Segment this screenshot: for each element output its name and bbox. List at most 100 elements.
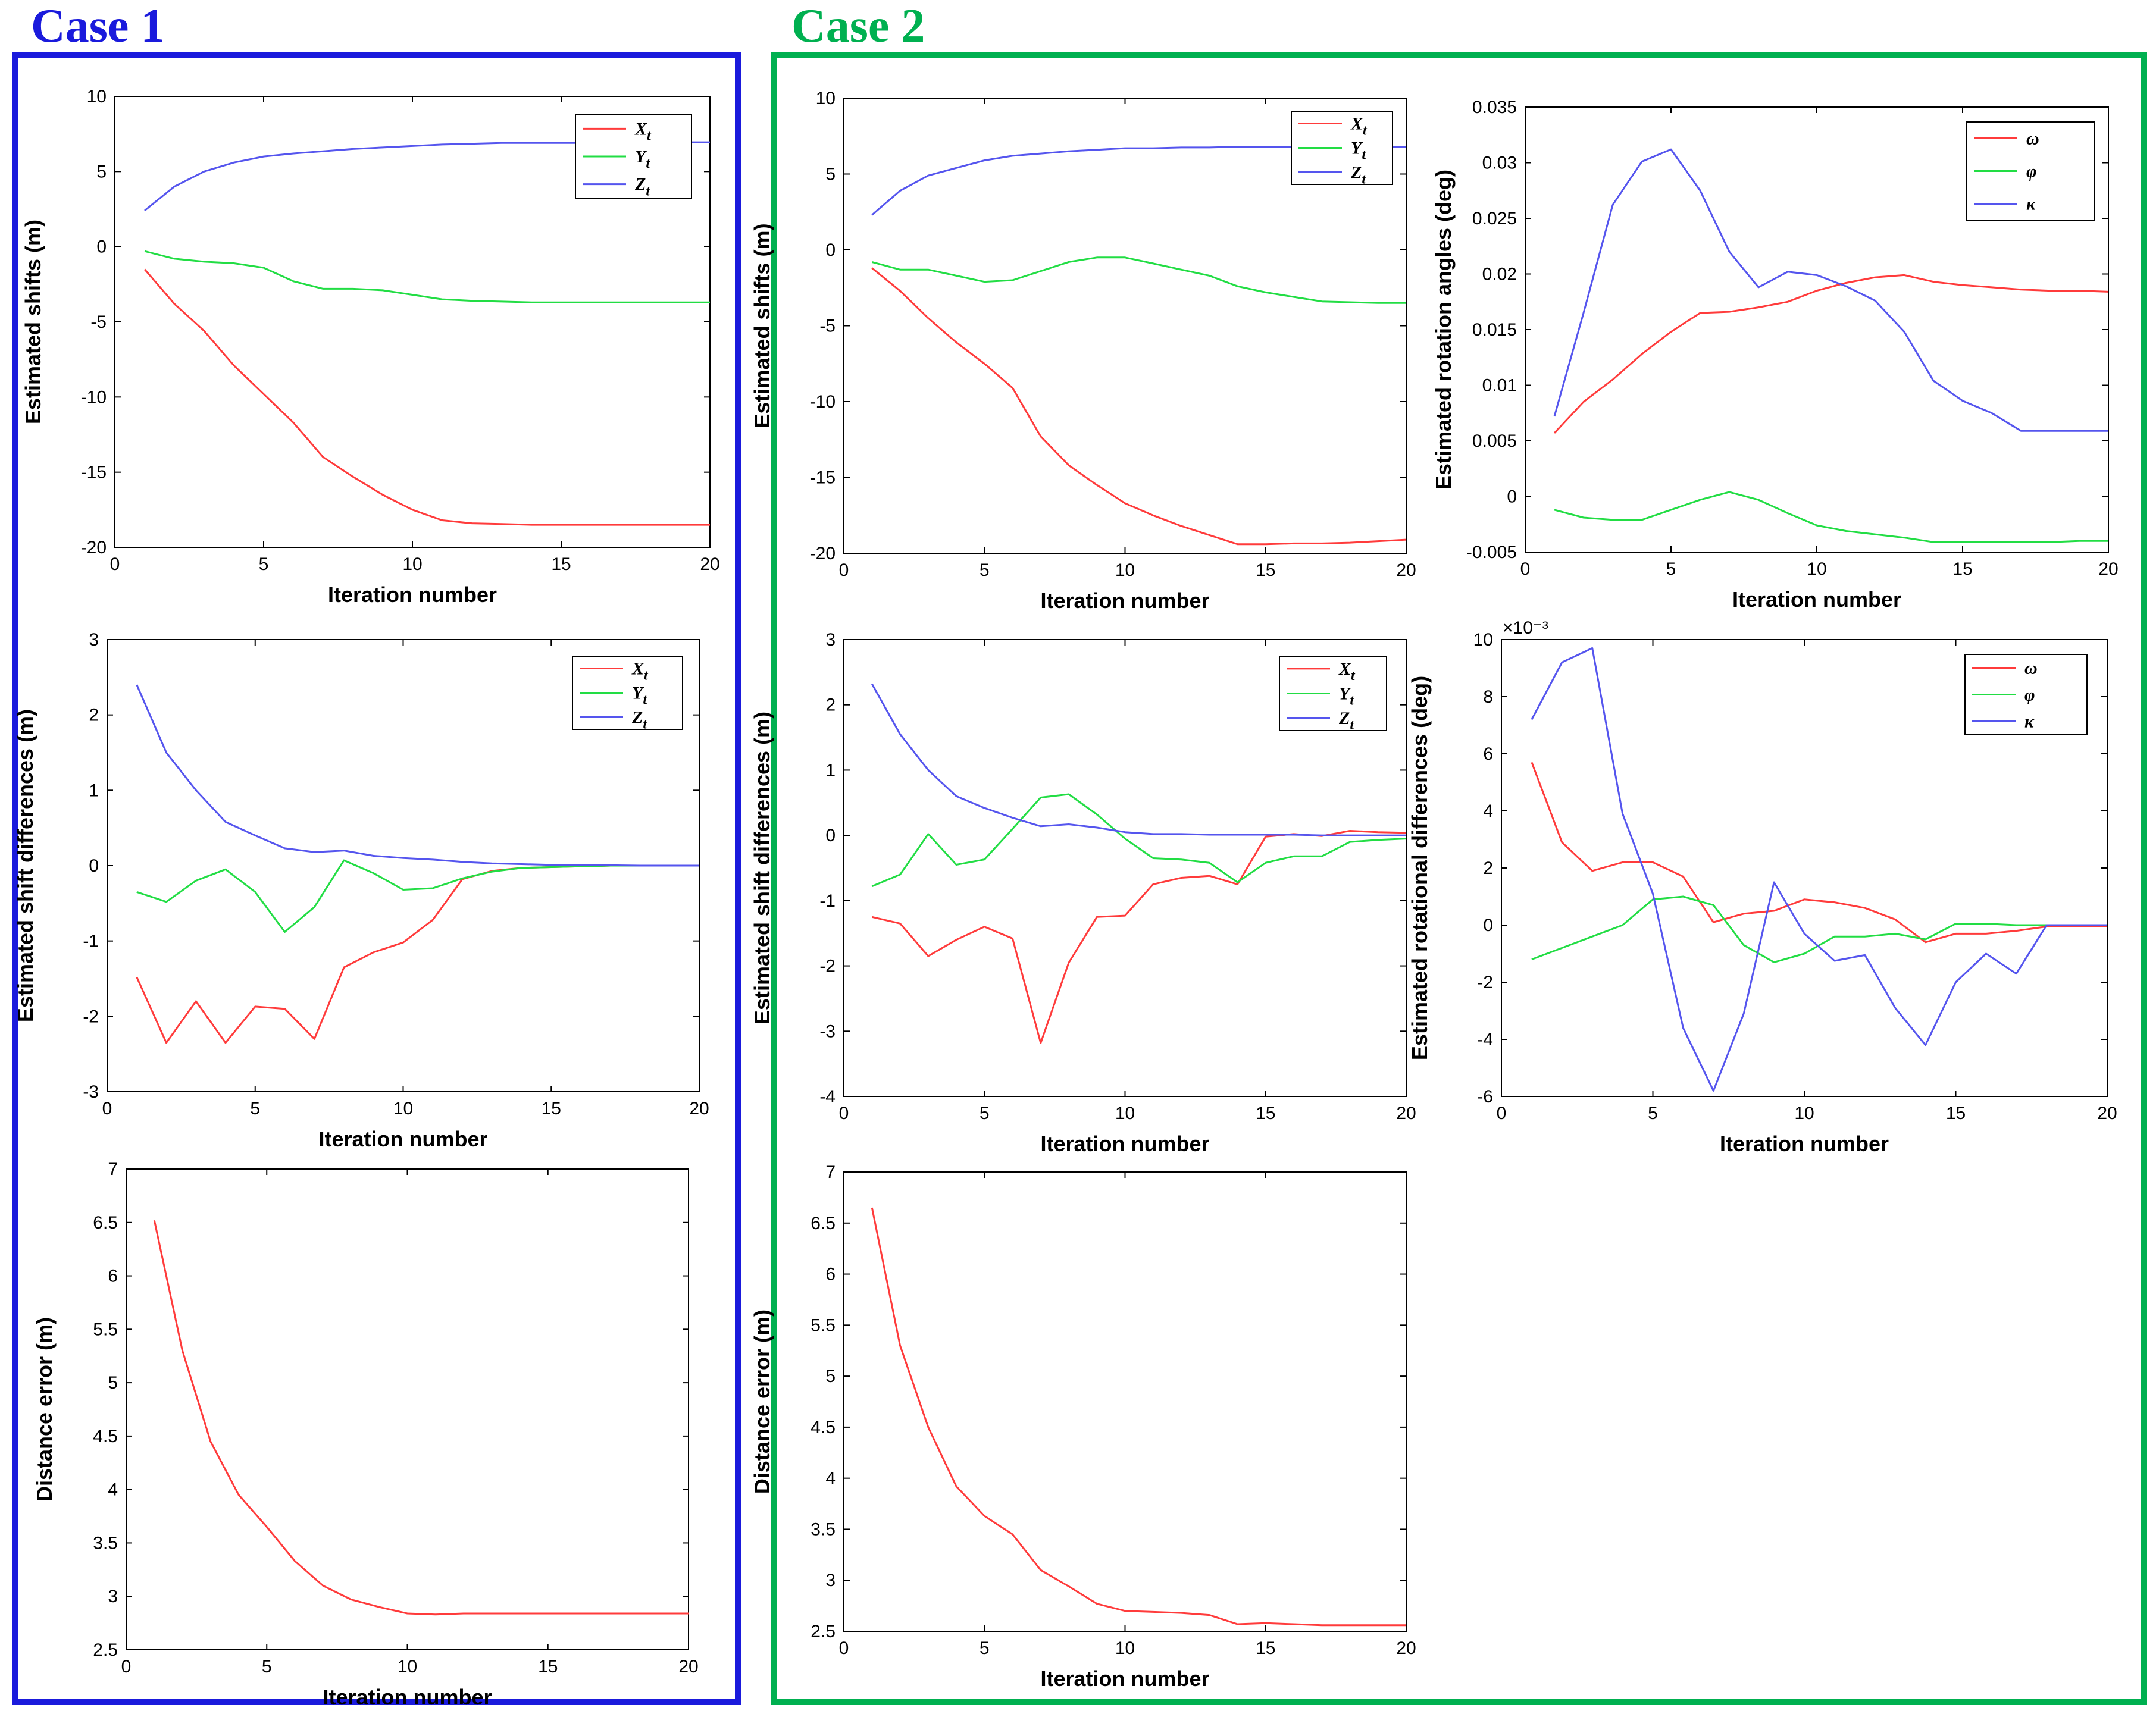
- legend-subscript: t: [1362, 148, 1366, 163]
- legend-symbol: ω: [2024, 659, 2038, 678]
- x-tick-label: 10: [402, 554, 422, 574]
- x-tick-label: 10: [1794, 1104, 1814, 1123]
- legend-subscript: t: [1350, 717, 1354, 733]
- legend-symbol: Y: [632, 684, 644, 703]
- legend-symbol: Y: [635, 147, 647, 167]
- x-tick-label: 5: [980, 1638, 990, 1658]
- y-axis-label: Estimated shifts (m): [21, 220, 45, 424]
- y-tick-label: -20: [81, 538, 107, 557]
- y-axis-label: Distance error (m): [750, 1309, 774, 1494]
- y-tick-label: 6: [825, 1265, 836, 1284]
- y-tick-label: -5: [819, 317, 836, 336]
- y-tick-label: -4: [819, 1087, 836, 1107]
- series-line-Xt: [143, 268, 710, 526]
- y-tick-label: -3: [819, 1021, 836, 1041]
- y-tick-label: -10: [810, 392, 836, 412]
- legend-symbol: φ: [2026, 162, 2037, 181]
- y-tick-label: 0.005: [1472, 431, 1517, 451]
- legend-label-Yt: Yt: [635, 147, 650, 171]
- x-tick-label: 0: [839, 1104, 849, 1123]
- x-axis-label: Iteration number: [323, 1685, 492, 1709]
- legend-label-Yt: Yt: [1351, 139, 1366, 163]
- y-tick-label: 6.5: [93, 1213, 118, 1233]
- x-tick-label: 5: [259, 554, 269, 574]
- legend-symbol: κ: [2026, 195, 2036, 214]
- legend-label-κ: κ: [2024, 712, 2035, 732]
- y-tick-label: 7: [108, 1160, 118, 1179]
- legend-subscript: t: [647, 128, 652, 143]
- legend-symbol: κ: [2024, 712, 2035, 732]
- x-tick-label: 0: [121, 1657, 132, 1677]
- y-tick-label: 4.5: [93, 1427, 118, 1446]
- legend-symbol: X: [1350, 114, 1363, 134]
- y-axis-label: Estimated shift differences (m): [13, 709, 37, 1022]
- legend-subscript: t: [646, 184, 650, 199]
- y-tick-label: 0.035: [1472, 98, 1517, 117]
- x-tick-label: 5: [1648, 1104, 1658, 1123]
- y-tick-label: 5: [108, 1373, 118, 1393]
- x-axis-label: Iteration number: [1732, 587, 1901, 612]
- x-tick-label: 5: [980, 560, 990, 580]
- y-tick-label: 3.5: [93, 1533, 118, 1553]
- legend-label-ω: ω: [2026, 129, 2039, 149]
- x-axis-label: Iteration number: [328, 582, 497, 607]
- legend-symbol: X: [1338, 659, 1351, 679]
- x-tick-label: 20: [1396, 1638, 1416, 1658]
- y-tick-label: 0.025: [1472, 209, 1517, 228]
- y-tick-label: 4: [1483, 801, 1493, 821]
- x-tick-label: 20: [689, 1099, 709, 1118]
- x-tick-label: 15: [1256, 1638, 1275, 1658]
- y-tick-label: 0.015: [1472, 320, 1517, 340]
- y-tick-label: -2: [819, 957, 836, 976]
- series-line-Yt: [871, 256, 1406, 304]
- x-tick-label: 5: [980, 1104, 990, 1123]
- y-tick-label: 4: [108, 1480, 118, 1500]
- y-tick-label: -1: [819, 891, 836, 911]
- legend-label-Yt: Yt: [1339, 684, 1354, 709]
- legend-label-Zt: Zt: [1350, 163, 1366, 187]
- x-tick-label: 5: [250, 1099, 260, 1118]
- x-tick-label: 10: [1115, 1104, 1135, 1123]
- series-line-Xt: [871, 267, 1407, 546]
- legend-subscript: t: [1351, 668, 1356, 684]
- series-line-Distance error: [871, 1207, 1406, 1627]
- legend-symbol: Z: [634, 175, 646, 195]
- y-tick-label: 0.03: [1482, 153, 1517, 173]
- series-line-Distance error: [153, 1220, 689, 1616]
- legend-symbol: Z: [1350, 163, 1362, 183]
- y-tick-label: 10: [87, 87, 107, 106]
- legend-subscript: t: [646, 156, 650, 171]
- x-tick-label: 15: [542, 1099, 561, 1118]
- legend-symbol: Y: [1351, 139, 1363, 158]
- legend-label-Xt: Xt: [1338, 659, 1356, 684]
- legend-label-φ: φ: [2024, 685, 2035, 705]
- series-line-Zt: [136, 684, 699, 867]
- series-line-φ: [1531, 895, 2107, 963]
- case2-frame: [771, 52, 2147, 1705]
- x-tick-label: 15: [551, 554, 571, 574]
- y-exponent-label: ×10⁻³: [1503, 618, 1548, 638]
- legend-subscript: t: [1363, 123, 1368, 139]
- y-tick-label: -15: [810, 468, 836, 488]
- series-line-Yt: [144, 250, 710, 303]
- y-tick-label: 2: [1483, 858, 1493, 878]
- legend-symbol: X: [631, 659, 644, 679]
- y-tick-label: 0: [825, 826, 836, 845]
- plot-area: [126, 1168, 689, 1650]
- legend-label-Xt: Xt: [634, 119, 652, 143]
- y-tick-label: 0: [89, 856, 99, 876]
- x-tick-label: 10: [393, 1099, 413, 1118]
- x-tick-label: 5: [262, 1657, 272, 1677]
- x-tick-label: 20: [1396, 560, 1416, 580]
- x-tick-label: 20: [1396, 1104, 1416, 1123]
- case1-label: Case 1: [31, 0, 165, 52]
- y-tick-label: -0.005: [1466, 543, 1517, 562]
- y-tick-label: 3: [89, 630, 99, 650]
- x-tick-label: 0: [839, 560, 849, 580]
- y-tick-label: 4: [825, 1469, 836, 1489]
